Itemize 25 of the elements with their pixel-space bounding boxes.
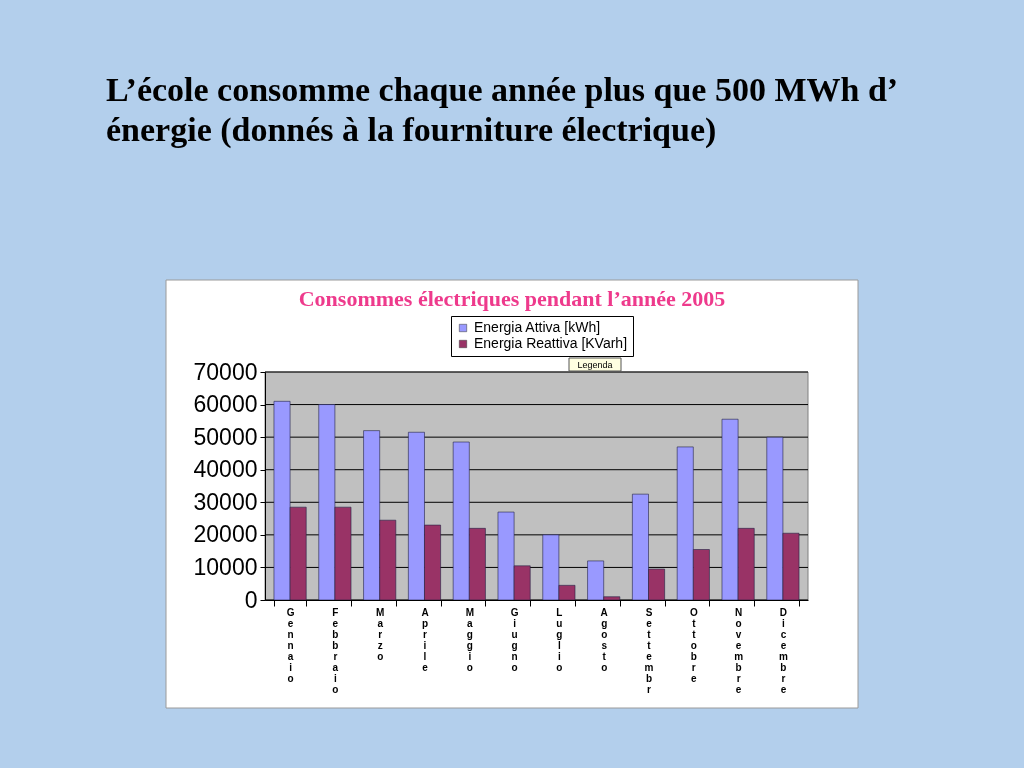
x-tick-label: Gennaio (286, 606, 295, 684)
x-tick-label: Giugno (510, 606, 519, 673)
x-tick-label: Aprile (421, 606, 429, 673)
x-tick-label: Settembr (644, 606, 654, 695)
chart-title: L’école consomme chaque année plus que 500 MWh d’ énergie (donnés à la fourniture électrique) (106, 71, 899, 149)
x-tick-label: Marzo (376, 606, 385, 662)
x-tick-label: Maggio (465, 606, 474, 673)
y-tick-label: 30000 (193, 488, 258, 515)
x-tick-label: Luglio (556, 606, 563, 673)
x-tick-label: Dicembre (778, 606, 788, 695)
x-tick-label: Novembre (734, 606, 744, 695)
text: Legenda (577, 359, 613, 370)
chart-subtitle: Consommes électriques pendant l’année 2005 (298, 286, 726, 311)
x-tick-label: Febbraio (332, 606, 339, 695)
y-tick-label: 40000 (193, 456, 258, 483)
y-tick-label: 50000 (193, 423, 258, 450)
y-tick-label: 70000 (193, 358, 258, 385)
legend-label: Energia Reattiva [KVarh] (474, 335, 628, 351)
x-tick-label: Ottobre (689, 606, 698, 684)
y-tick-label: 10000 (193, 553, 258, 580)
y-tick-label: 20000 (193, 521, 258, 548)
x-tick-label: Agosto (600, 606, 608, 673)
y-tick-label: 60000 (193, 391, 258, 418)
legend-label: Energia Attiva [kWh] (474, 319, 601, 335)
y-tick-label: 0 (244, 586, 258, 613)
